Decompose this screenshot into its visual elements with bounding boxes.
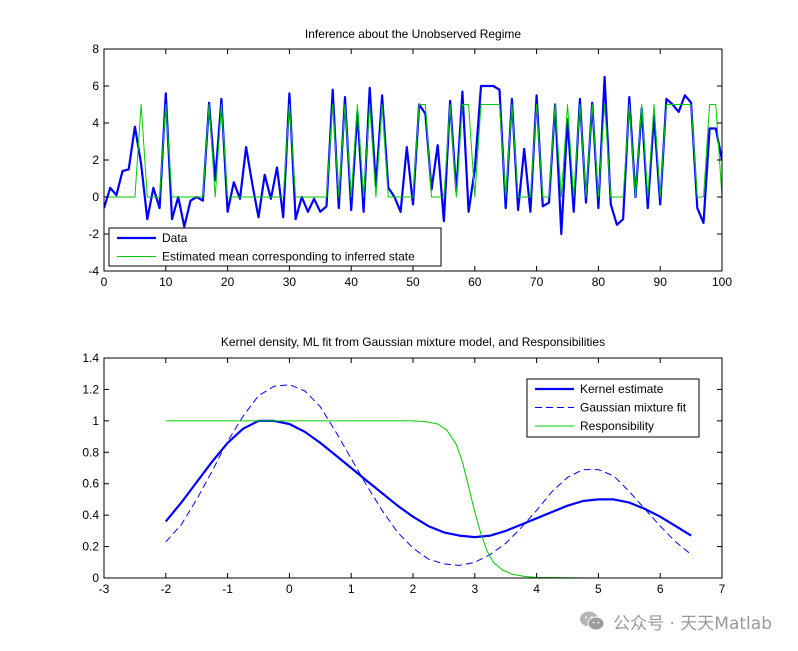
legend-box: [108, 227, 442, 267]
x-tick-label: 50: [406, 275, 420, 289]
y-tick-label: 0.8: [82, 445, 99, 459]
x-tick-label: 80: [592, 275, 606, 289]
y-tick-label: 1.2: [82, 382, 99, 396]
x-tick-label: 10: [159, 275, 173, 289]
x-tick-label: 60: [468, 275, 482, 289]
y-tick-label: 2: [92, 153, 99, 167]
legend-label: Responsibility: [580, 419, 654, 433]
y-tick-label: -4: [88, 264, 99, 278]
x-tick-label: 0: [286, 582, 293, 596]
x-tick-label: 20: [221, 275, 235, 289]
y-tick-label: 0.2: [82, 540, 99, 554]
x-tick-label: 5: [595, 582, 602, 596]
y-tick-label: 0.4: [82, 508, 99, 522]
y-tick-label: 0: [92, 571, 99, 585]
x-tick-label: -1: [222, 582, 233, 596]
series-line-1: [165, 384, 692, 566]
x-tick-label: 90: [654, 275, 668, 289]
y-tick-label: 1.4: [82, 351, 99, 365]
x-tick-label: 30: [283, 275, 297, 289]
legend: Kernel estimate Gaussian mixture fit Respo…: [526, 378, 700, 438]
wechat-icon: [580, 611, 605, 631]
legend-label: Gaussian mixture fit: [580, 401, 687, 415]
x-tick-label: 2: [410, 582, 417, 596]
y-tick-label: 0: [92, 190, 99, 204]
y-tick-label: 8: [92, 42, 99, 56]
legend-label: Estimated mean corresponding to inferred…: [162, 250, 415, 264]
y-tick-label: 1: [92, 414, 99, 428]
y-tick-label: 6: [92, 79, 99, 93]
x-tick-label: -3: [99, 582, 110, 596]
chart-title: Kernel density, ML fit from Gaussian mix…: [221, 335, 605, 349]
legend-label: Data: [162, 231, 188, 245]
x-tick-label: 100: [712, 275, 732, 289]
series-line-1: [104, 104, 722, 198]
y-tick-label: 4: [92, 116, 99, 130]
x-tick-label: 6: [657, 582, 664, 596]
chart-title: Inference about the Unobserved Regime: [305, 27, 521, 41]
x-tick-label: 4: [533, 582, 540, 596]
watermark-text: 公众号 · 天天Matlab: [613, 613, 772, 634]
x-tick-label: 3: [471, 582, 478, 596]
legend: Data Estimated mean corresponding to infe…: [108, 227, 442, 267]
x-tick-label: 40: [345, 275, 359, 289]
watermark: 公众号 · 天天Matlab: [579, 608, 772, 634]
x-tick-label: -2: [160, 582, 171, 596]
bottom-axes: -3 -2 -1 0 1 2 3 4 5 6 7 0 0.2 0.4 0.6 0.8 1 1.2 1.4 Kernel…: [82, 335, 725, 596]
y-tick-label: 0.6: [82, 477, 99, 491]
x-tick-label: 7: [719, 582, 726, 596]
legend-label: Kernel estimate: [580, 382, 664, 396]
series-line-0: [164, 419, 692, 539]
x-tick-label: 0: [101, 275, 108, 289]
top-axes: 0 10 20 30 40 50 60 70 80 90 100 -4 -2 0 2 4 6 8 Inference…: [88, 27, 732, 289]
y-tick-label: -2: [88, 227, 99, 241]
x-tick-label: 70: [530, 275, 544, 289]
x-tick-label: 1: [348, 582, 355, 596]
